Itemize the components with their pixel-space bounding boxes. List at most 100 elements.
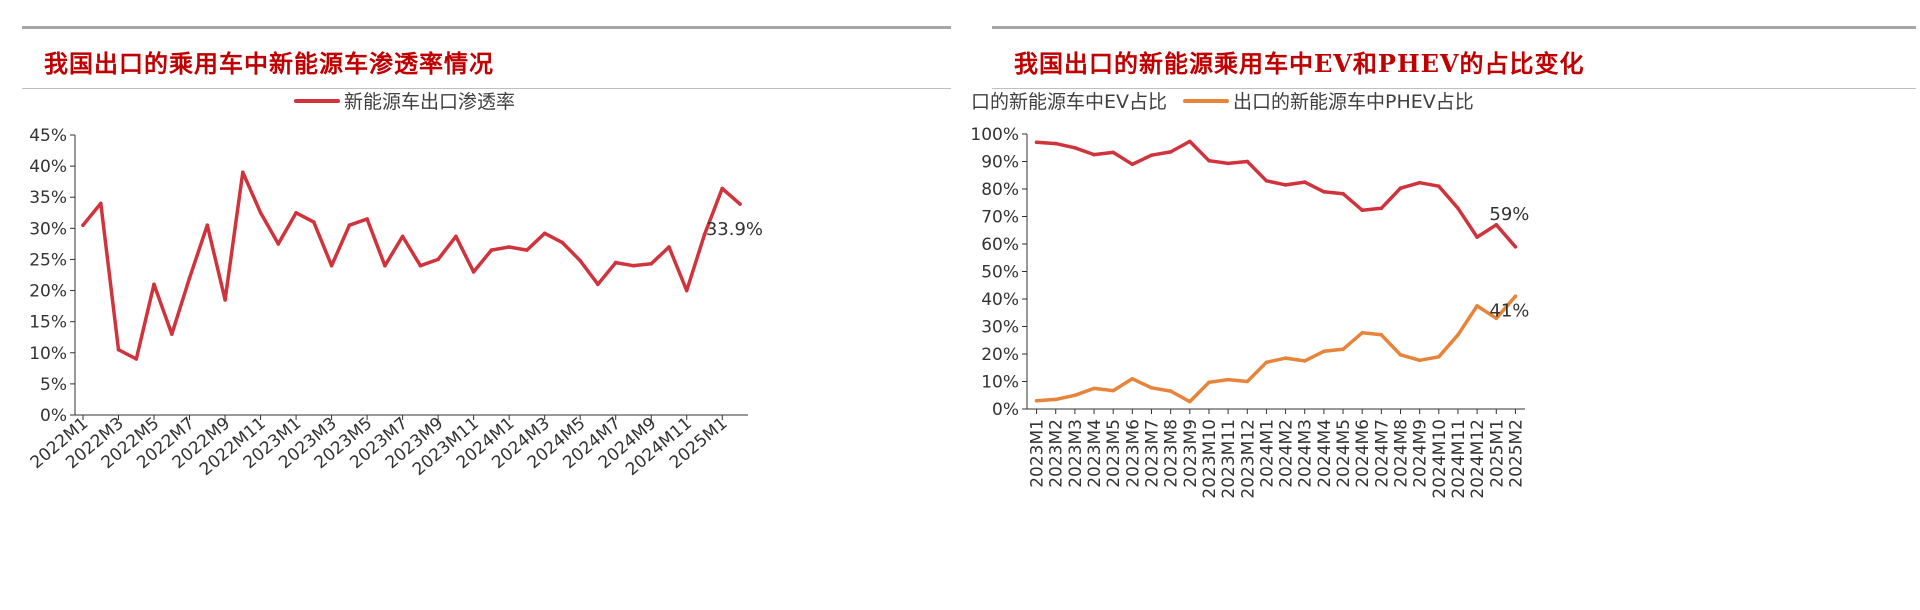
data-point [1475,304,1479,308]
y-tick-label: 35% [29,188,67,208]
data-point [1168,389,1173,393]
data-point [1437,355,1441,359]
data-point [1264,360,1269,365]
x-tick-label: 2024M4 [1315,419,1335,488]
y-tick-label: 40% [29,157,67,177]
data-point [1188,399,1192,404]
data-point [1341,191,1345,196]
legend-label-1: 出口的新能源车中PHEV占比 [1233,91,1474,113]
data-point [542,231,547,236]
top-divider [22,26,951,29]
series-points-1 [1034,294,1518,404]
x-tick-label: 2024M12 [1468,419,1488,499]
data-point [738,202,742,206]
end-value-label-0: 33.9% [706,219,763,240]
y-tick-label: 50% [981,263,1019,283]
series-line-0 [81,170,742,361]
x-tick-label: 2023M12 [1238,419,1258,499]
data-point [1226,377,1230,382]
y-tick-label: 45% [29,126,67,146]
data-point [1207,380,1211,385]
data-point [1188,139,1192,144]
end-value-label-1: 41% [1489,300,1529,321]
data-point [170,332,174,336]
x-tick-label: 2025M1 [1487,419,1507,488]
chart-panel-left: 我国出口的乘用车中新能源车渗透率情况 新能源车出口渗透率 0% 5% 10% 15% 20… [0,0,955,610]
data-point [1456,333,1460,337]
data-point [99,201,103,206]
data-point [1245,379,1250,384]
y-tick-label: 100% [970,125,1019,145]
y-tick-label: 25% [29,250,67,270]
series-points-0 [81,170,742,361]
data-point [276,242,281,246]
data-point [1226,161,1230,166]
x-tick-label: 2023M2 [1047,419,1067,488]
legend-label-0: 新能源车出口渗透率 [344,91,515,113]
data-point [205,223,210,227]
y-tick-label: 0% [40,406,67,426]
data-point [294,211,298,215]
y-tick-label: 30% [29,219,67,239]
data-point [613,260,618,265]
data-point [365,217,369,221]
data-point [223,298,227,302]
data-point [1092,152,1096,157]
x-tick-label: 2024M1 [1257,419,1277,488]
data-point [1513,245,1518,249]
data-point [578,258,582,263]
data-point [1264,179,1269,183]
data-point [1437,184,1441,188]
data-point [1379,333,1384,337]
data-point [312,220,316,224]
y-tick-label: 60% [981,235,1019,255]
data-point [454,234,458,239]
data-point [1111,150,1115,155]
chart-legend: 新能源车出口渗透率 [294,91,515,113]
y-tick-label: 30% [981,318,1019,338]
data-point [1494,316,1499,321]
series-line-0 [1034,139,1518,249]
line-chart-penetration: 新能源车出口渗透率0%5%10%15%20%25%30%35%40%45%202… [27,91,763,480]
chart-title: 我国出口的乘用车中新能源车渗透率情况 [44,49,494,78]
data-point [1034,399,1039,403]
x-tick-label: 2024M7 [1372,419,1392,488]
chart-panel-right: 我国出口的新能源乘用车中EV和PHEV的占比变化 出口的新能源车中EV占比 出口的… [970,0,1920,610]
end-value-label-0: 59% [1489,204,1529,225]
data-point [649,262,653,266]
data-point [1417,180,1422,185]
data-point [400,234,405,239]
data-point [1092,386,1096,391]
data-point [684,288,689,293]
y-tick-label: 20% [981,345,1019,365]
x-tick-label: 2023M5 [1104,419,1124,488]
title-divider [992,88,1916,89]
data-point [1398,186,1403,190]
data-point [1168,150,1173,154]
y-tick-label: 0% [992,400,1019,420]
x-tick-label: 2023M6 [1123,419,1143,488]
data-point [258,211,263,215]
x-tick-label: 2024M9 [1411,419,1431,488]
y-tick-label: 10% [981,373,1019,393]
data-point [1130,377,1135,381]
data-point [1302,359,1307,363]
x-tick-label: 2023M3 [1066,419,1086,488]
x-tick-label: 2024M6 [1353,419,1373,488]
series-points-0 [1034,139,1518,249]
x-tick-label: 2024M10 [1430,419,1450,499]
y-tick-label: 5% [40,375,67,395]
data-point [81,223,85,227]
data-point [1456,206,1460,211]
data-point [134,357,139,361]
data-point [631,263,636,268]
data-point [1475,235,1479,239]
data-point [241,170,245,175]
data-point [1073,393,1077,398]
y-tick-label: 90% [981,153,1019,173]
y-tick-label: 40% [981,290,1019,310]
data-point [436,257,440,262]
x-tick-label: 2024M8 [1392,419,1412,488]
data-point [1149,153,1154,157]
x-tick-label: 2023M9 [1181,419,1201,488]
